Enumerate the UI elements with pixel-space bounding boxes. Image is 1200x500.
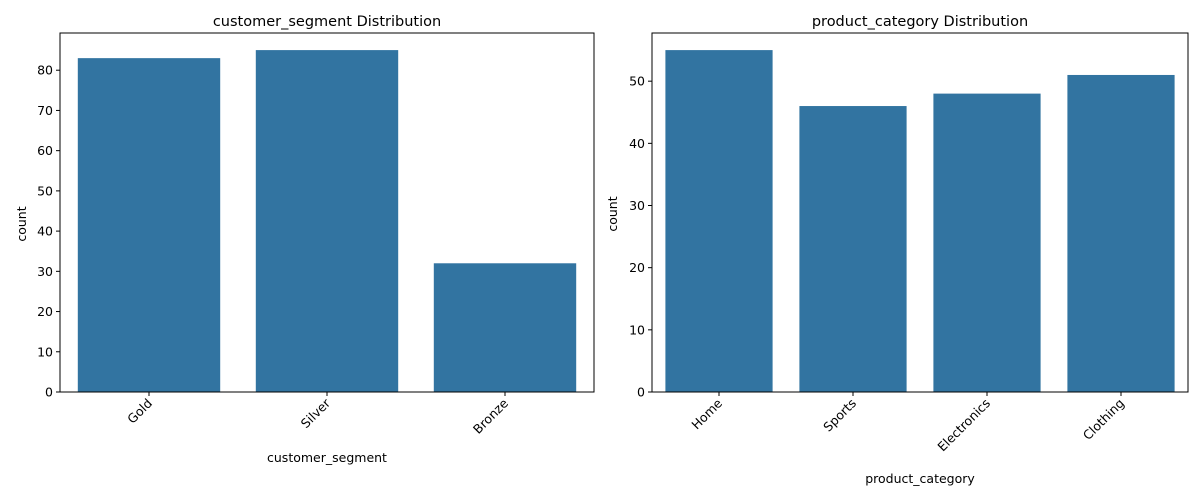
plot-frame — [651, 32, 1189, 393]
y-tick-label: 50 — [629, 74, 645, 89]
x-axis-label: customer_segment — [267, 450, 387, 465]
chart-product-category: product_category Distribution product_ca… — [605, 14, 1189, 486]
y-tick-label: 80 — [37, 63, 53, 78]
x-tick-label: Home — [688, 395, 725, 432]
y-axis-label: count — [14, 206, 29, 241]
x-tick-label: Clothing — [1080, 396, 1127, 443]
x-tick-label: Electronics — [934, 396, 993, 455]
y-tick-label: 70 — [37, 103, 53, 118]
y-tick-label: 0 — [45, 385, 53, 400]
y-tick-label: 10 — [37, 344, 53, 359]
y-tick-label: 20 — [37, 304, 53, 319]
bar-sports — [799, 106, 907, 393]
y-tick-label: 50 — [37, 183, 53, 198]
bar-silver — [255, 50, 399, 392]
y-tick-label: 60 — [37, 143, 53, 158]
y-tick-label: 40 — [37, 224, 53, 239]
chart-title: customer_segment Distribution — [213, 14, 441, 30]
y-tick-label: 10 — [629, 322, 645, 337]
x-tick-label: Sports — [820, 396, 859, 435]
bar-home — [665, 50, 773, 392]
bar-electronics — [933, 93, 1041, 393]
chart-title: product_category Distribution — [812, 14, 1028, 30]
y-tick-label: 30 — [629, 198, 645, 213]
y-tick-label: 0 — [637, 385, 645, 400]
y-tick-label: 20 — [629, 260, 645, 275]
x-tick-label: Bronze — [470, 395, 511, 436]
chart-customer-segment: customer_segment Distribution customer_s… — [14, 14, 595, 465]
y-tick-label: 40 — [629, 136, 645, 151]
bar-gold — [77, 58, 221, 393]
bar-bronze — [433, 263, 577, 392]
x-axis-label: product_category — [865, 471, 975, 486]
x-tick-label: Gold — [124, 396, 155, 427]
y-tick-label: 30 — [37, 264, 53, 279]
x-tick-label: Silver — [298, 395, 334, 431]
y-axis-label: count — [605, 196, 620, 231]
bar-clothing — [1067, 74, 1175, 393]
